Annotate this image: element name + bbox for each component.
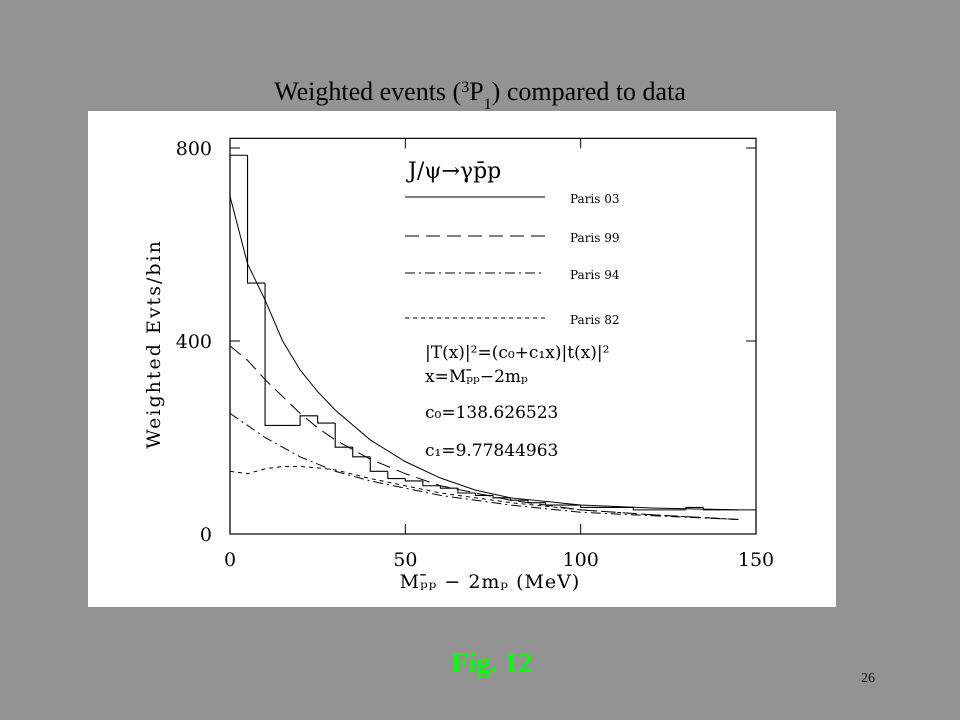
histogram-bin	[334, 423, 353, 448]
curve	[229, 196, 739, 511]
annotation: x=Mₚ̄ₚ−2mₚ	[425, 367, 528, 387]
page-number: 26	[861, 671, 875, 686]
y-tick-label: 400	[176, 331, 212, 353]
histogram-bin	[492, 495, 511, 499]
histogram-bin	[422, 480, 441, 487]
histogram-bin	[229, 154, 248, 534]
title-part: ) compared to data	[492, 77, 687, 106]
legend-label: Paris 03	[570, 192, 620, 206]
histogram-bin	[404, 478, 423, 482]
title-part: Weighted events (	[274, 77, 461, 106]
histogram-bin	[632, 507, 651, 511]
legend-label: Paris 82	[570, 313, 620, 327]
histogram-bin	[387, 471, 406, 480]
annotation: c₀=138.626523	[425, 403, 558, 423]
x-tick-label: 100	[563, 549, 599, 571]
histogram-bin	[246, 155, 266, 284]
figure-caption: Fig. 12	[452, 648, 533, 679]
histogram-bin	[580, 505, 599, 509]
histogram-bin	[317, 415, 336, 424]
histogram-bin	[369, 456, 388, 472]
curve	[229, 345, 739, 521]
histogram-bin	[352, 447, 371, 458]
histogram-bin	[299, 415, 318, 426]
slide-title: Weighted events (3P1) compared to data	[274, 77, 686, 113]
histogram-bin	[702, 507, 721, 511]
title-superscript: 3	[461, 79, 469, 96]
legend-label: Paris 99	[570, 231, 620, 245]
chart-panel	[88, 111, 836, 607]
y-axis-label: Weighted Evts/bin	[143, 239, 165, 449]
chart: 0 400 800 0 50 100 150 Weighted Evts/bin Mₚ̄ₚ − …	[143, 137, 774, 593]
curve	[229, 412, 739, 521]
x-tick-label: 50	[393, 549, 417, 571]
annotation: c₁=9.77844963	[425, 441, 558, 461]
histogram-bin	[439, 485, 458, 489]
y-tick-label: 0	[200, 524, 212, 546]
x-tick-label: 150	[738, 549, 774, 571]
x-axis-label: Mₚ̄ₚ − 2mₚ (MeV)	[400, 571, 581, 593]
histogram-bin	[738, 509, 757, 534]
x-tick-label: 0	[224, 549, 236, 571]
legend-label: Paris 94	[570, 268, 620, 282]
y-tick-label: 800	[176, 138, 212, 160]
legend-title: J/ψ→γp̄p	[406, 159, 501, 184]
title-subscript: 1	[484, 96, 492, 113]
title-part: P	[469, 77, 483, 106]
curve	[229, 465, 739, 521]
annotation: |T(x)|²=(c₀+c₁x)|t(x)|²	[425, 343, 609, 363]
histogram-bin	[264, 283, 283, 426]
